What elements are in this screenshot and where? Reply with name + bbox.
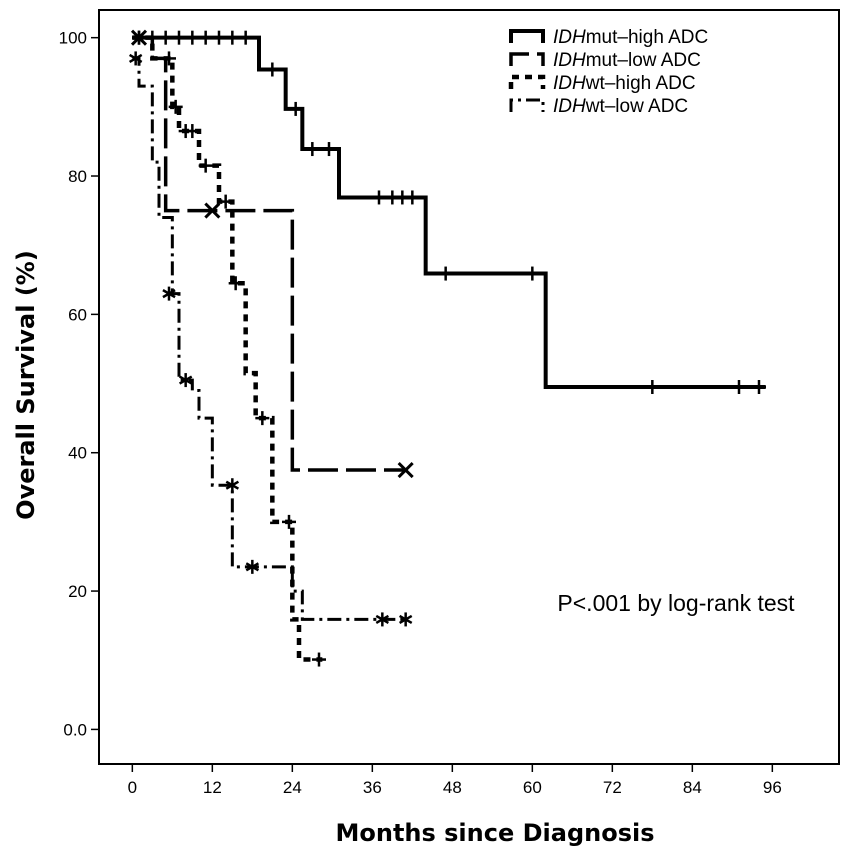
legend-label-italic: IDH	[553, 73, 586, 94]
legend-label-rest: mut–low ADC	[586, 50, 701, 71]
legend-swatch	[509, 98, 545, 112]
x-tick-label: 0	[128, 778, 137, 797]
x-tick-label: 60	[523, 778, 542, 797]
censor-mark-series-3	[255, 411, 270, 426]
legend-label-italic: IDH	[553, 27, 586, 48]
x-tick-label: 84	[683, 778, 702, 797]
y-tick-label: 60	[68, 305, 87, 324]
censor-mark-series-4	[375, 612, 390, 627]
censor-mark-series-3	[162, 51, 176, 66]
legend-label-rest: wt–low ADC	[585, 96, 688, 117]
censor-mark-series-1	[372, 190, 386, 205]
legend-label-italic: IDH	[553, 96, 586, 117]
censor-mark-series-1	[322, 142, 336, 157]
censor-mark-series-3	[132, 30, 146, 45]
censor-mark-series-4	[398, 612, 413, 627]
legend-label-rest: mut–high ADC	[586, 27, 709, 48]
censor-mark-series-1	[265, 62, 280, 77]
censor-mark-series-4	[178, 373, 193, 388]
y-axis-title: Overall Survival (%)	[12, 250, 40, 520]
censor-mark-series-3	[218, 194, 233, 209]
censor-mark-series-1	[525, 266, 540, 281]
censor-mark-series-3	[312, 652, 326, 667]
legend-item-2: IDHmut–low ADC	[509, 50, 701, 71]
legend-label: IDHmut–high ADC	[553, 27, 708, 48]
censor-mark-series-3	[228, 276, 243, 291]
legend-label-italic: IDH	[553, 50, 586, 71]
legend-item-3: IDHwt–high ADC	[508, 73, 696, 94]
x-tick-label: 72	[603, 778, 622, 797]
censor-mark-series-3	[185, 124, 200, 139]
legend-item-4: IDHwt–low ADC	[509, 96, 688, 117]
censor-mark-series-1	[305, 142, 320, 157]
x-axis-title: Months since Diagnosis	[335, 819, 654, 847]
y-tick-label: 20	[68, 582, 87, 601]
legend-label: IDHwt–high ADC	[553, 73, 696, 94]
y-tick-label: 100	[59, 29, 87, 48]
x-tick-label: 36	[363, 778, 382, 797]
censor-mark-series-4	[245, 559, 260, 574]
censor-mark-series-3	[198, 158, 213, 173]
censor-mark-series-4	[128, 51, 143, 66]
x-tick-label: 48	[443, 778, 462, 797]
legend-item-1: IDHmut–high ADC	[509, 27, 708, 48]
censor-mark-series-1	[145, 30, 160, 45]
censor-mark-series-1	[238, 30, 253, 45]
log-rank-annotation: P<.001 by log-rank test	[557, 590, 795, 616]
censor-mark-series-2	[397, 461, 414, 479]
legend-swatch	[509, 29, 545, 43]
y-tick-label: 80	[68, 167, 87, 186]
series-line-4	[132, 56, 406, 621]
censor-mark-series-2	[204, 202, 221, 219]
y-axis-ticks: 0.0 20 40 60 80 100	[59, 29, 99, 739]
x-tick-label: 96	[763, 778, 782, 797]
censor-mark-series-1	[405, 190, 420, 205]
censor-mark-series-1	[172, 30, 186, 45]
censor-mark-series-1	[438, 266, 453, 281]
censor-mark-series-3	[282, 514, 296, 529]
censor-mark-series-4	[225, 478, 240, 493]
censor-mark-series-3	[168, 99, 183, 114]
x-tick-label: 24	[283, 778, 302, 797]
censor-mark-series-1	[288, 101, 303, 116]
censor-mark-series-1	[732, 380, 746, 394]
censor-mark-series-1	[225, 30, 240, 45]
legend-swatch	[509, 52, 545, 66]
censor-mark-series-1	[752, 380, 766, 394]
censor-mark-series-1	[158, 30, 173, 45]
censor-mark-series-4	[162, 286, 176, 301]
legend-label: IDHwt–low ADC	[553, 96, 688, 117]
censor-mark-series-1	[198, 30, 213, 45]
censor-mark-series-1	[212, 30, 226, 45]
y-tick-label: 0.0	[63, 720, 87, 739]
series-line-3	[132, 35, 323, 662]
legend-label-rest: wt–high ADC	[585, 73, 696, 94]
legend-label: IDHmut–low ADC	[553, 50, 701, 71]
x-tick-label: 12	[203, 778, 222, 797]
censor-mark-series-1	[645, 380, 660, 394]
x-axis-ticks: 0 12 24 36 48 60 72 84 96	[128, 764, 782, 797]
legend-swatch	[508, 74, 546, 89]
y-tick-label: 40	[68, 444, 87, 463]
censor-mark-series-1	[185, 30, 200, 45]
censor-marks-layer	[128, 29, 766, 667]
